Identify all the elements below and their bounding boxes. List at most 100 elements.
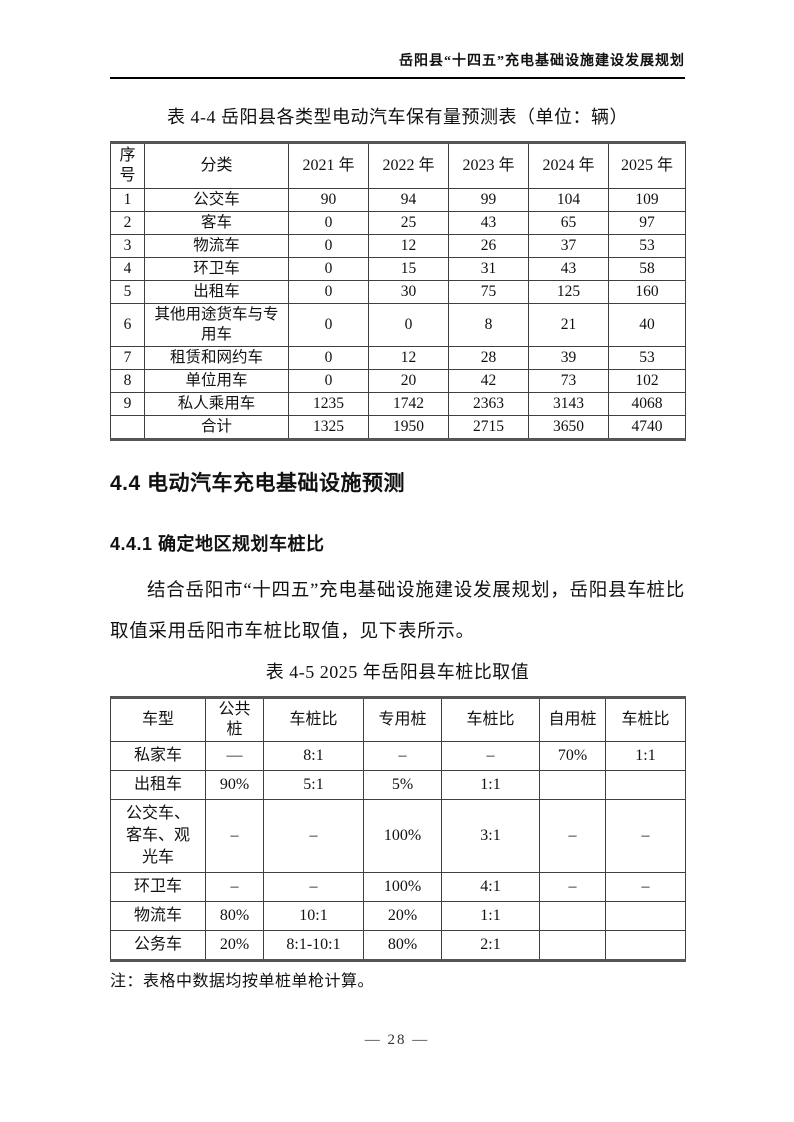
table-cell: 30 bbox=[368, 280, 449, 304]
table-cell: 8 bbox=[448, 303, 529, 347]
table-cell: 6 bbox=[110, 303, 145, 347]
page-content: 岳阳县“十四五”充电基础设施建设发展规划 表 4-4 岳阳县各类型电动汽车保有量… bbox=[110, 0, 686, 991]
table-cell: 公务车 bbox=[110, 930, 206, 962]
table-cell: 0 bbox=[288, 211, 369, 235]
table-header-cell: 公共桩 bbox=[205, 697, 264, 743]
table-cell: 109 bbox=[608, 188, 686, 212]
table-cell: 1:1 bbox=[441, 770, 540, 801]
table-header-cell: 序号 bbox=[110, 142, 145, 189]
table-cell bbox=[605, 901, 686, 932]
table-row: 3 物流车 0 12 26 37 53 bbox=[110, 234, 686, 258]
table-cell bbox=[605, 770, 686, 801]
table-cell: 8:1-10:1 bbox=[263, 930, 364, 962]
table-cell: 环卫车 bbox=[110, 872, 206, 903]
table-cell: 2:1 bbox=[441, 930, 540, 962]
table-header-cell: 2024 年 bbox=[528, 142, 609, 189]
table-header-cell: 车桩比 bbox=[605, 697, 686, 743]
table-header-cell: 车型 bbox=[110, 697, 206, 743]
table-header-cell: 2021 年 bbox=[288, 142, 369, 189]
table-cell: – bbox=[605, 799, 686, 874]
table-cell: 58 bbox=[608, 257, 686, 281]
table-cell: — bbox=[205, 741, 264, 772]
table-4-4-title: 表 4-4 岳阳县各类型电动汽车保有量预测表（单位：辆） bbox=[167, 107, 628, 127]
table-cell: 2 bbox=[110, 211, 145, 235]
table-total-row: 合计 1325 1950 2715 3650 4740 bbox=[110, 415, 686, 440]
table-cell: 环卫车 bbox=[144, 257, 289, 281]
table-row: 环卫车 – – 100% 4:1 – – bbox=[110, 872, 686, 903]
page-number: — 28 — bbox=[364, 1032, 430, 1048]
table-cell: 公交车、客车、观光车 bbox=[110, 799, 206, 874]
table-cell: – bbox=[363, 741, 442, 772]
table-cell: 94 bbox=[368, 188, 449, 212]
table-cell: 10:1 bbox=[263, 901, 364, 932]
table-header-cell: 2022 年 bbox=[368, 142, 449, 189]
table-4-5: 车型 公共桩 车桩比 专用桩 车桩比 自用桩 车桩比 私家车 — 8:1 – –… bbox=[110, 696, 686, 963]
table-row: 1 公交车 90 94 99 104 109 bbox=[110, 188, 686, 212]
table-cell: 7 bbox=[110, 346, 145, 370]
table-cell: 80% bbox=[363, 930, 442, 962]
table-cell: – bbox=[205, 799, 264, 874]
table-cell: 15 bbox=[368, 257, 449, 281]
table-cell: 1 bbox=[110, 188, 145, 212]
table-cell: 物流车 bbox=[144, 234, 289, 258]
table-header-cell: 2023 年 bbox=[448, 142, 529, 189]
table-cell: 28 bbox=[448, 346, 529, 370]
table-row: 5 出租车 0 30 75 125 160 bbox=[110, 280, 686, 304]
table-cell: 1235 bbox=[288, 392, 369, 416]
table-cell: 80% bbox=[205, 901, 264, 932]
table-row: 物流车 80% 10:1 20% 1:1 bbox=[110, 901, 686, 932]
table-cell: – bbox=[441, 741, 540, 772]
table-cell: 160 bbox=[608, 280, 686, 304]
page-header: 岳阳县“十四五”充电基础设施建设发展规划 bbox=[110, 50, 685, 79]
table-cell: 出租车 bbox=[144, 280, 289, 304]
table-cell: 出租车 bbox=[110, 770, 206, 801]
table-cell bbox=[605, 930, 686, 962]
table-cell: 3:1 bbox=[441, 799, 540, 874]
table-cell: 5 bbox=[110, 280, 145, 304]
table-cell: 客车 bbox=[144, 211, 289, 235]
table-cell: 73 bbox=[528, 369, 609, 393]
table-header-cell: 专用桩 bbox=[363, 697, 442, 743]
table-cell: 25 bbox=[368, 211, 449, 235]
table-cell: 40 bbox=[608, 303, 686, 347]
table-cell: 私家车 bbox=[110, 741, 206, 772]
table-cell: 租赁和网约车 bbox=[144, 346, 289, 370]
table-cell: 21 bbox=[528, 303, 609, 347]
table-cell: 20% bbox=[363, 901, 442, 932]
table-row: 公务车 20% 8:1-10:1 80% 2:1 bbox=[110, 930, 686, 962]
table-cell: – bbox=[539, 799, 606, 874]
table-cell: 3650 bbox=[528, 415, 609, 440]
table-cell: 4:1 bbox=[441, 872, 540, 903]
table-header-cell: 车桩比 bbox=[441, 697, 540, 743]
table-cell: 90% bbox=[205, 770, 264, 801]
table-cell: 0 bbox=[288, 257, 369, 281]
table-cell: 私人乘用车 bbox=[144, 392, 289, 416]
table-note: 注：表格中数据均按单桩单枪计算。 bbox=[110, 973, 375, 991]
table-cell: 42 bbox=[448, 369, 529, 393]
table-cell: 26 bbox=[448, 234, 529, 258]
table-cell: 3143 bbox=[528, 392, 609, 416]
table-cell: 2363 bbox=[448, 392, 529, 416]
table-cell: – bbox=[605, 872, 686, 903]
table-cell: 1:1 bbox=[441, 901, 540, 932]
table-cell: 公交车 bbox=[144, 188, 289, 212]
table-header-row: 车型 公共桩 车桩比 专用桩 车桩比 自用桩 车桩比 bbox=[110, 697, 686, 743]
table-cell: 3 bbox=[110, 234, 145, 258]
table-cell: 100% bbox=[363, 799, 442, 874]
section-subheading: 4.4.1 确定地区规划车桩比 bbox=[110, 534, 325, 554]
table-cell: 43 bbox=[528, 257, 609, 281]
table-cell: 1950 bbox=[368, 415, 449, 440]
table-cell: 102 bbox=[608, 369, 686, 393]
body-paragraph: 结合岳阳市“十四五”充电基础设施建设发展规划，岳阳县车桩比取值采用岳阳市车桩比取… bbox=[110, 581, 685, 642]
table-cell: – bbox=[263, 799, 364, 874]
table-cell: – bbox=[539, 872, 606, 903]
table-cell: 37 bbox=[528, 234, 609, 258]
table-cell: 8 bbox=[110, 369, 145, 393]
table-cell: 4 bbox=[110, 257, 145, 281]
table-cell: 物流车 bbox=[110, 901, 206, 932]
table-header-cell: 分类 bbox=[144, 142, 289, 189]
table-cell: 2715 bbox=[448, 415, 529, 440]
table-cell bbox=[539, 901, 606, 932]
table-cell: 4740 bbox=[608, 415, 686, 440]
